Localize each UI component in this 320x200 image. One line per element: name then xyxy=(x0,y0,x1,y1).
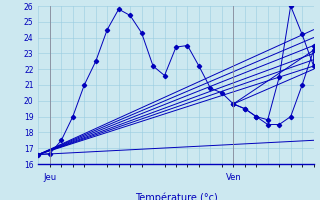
Text: Jeu: Jeu xyxy=(43,173,56,182)
Text: Ven: Ven xyxy=(226,173,241,182)
Text: Température (°c): Température (°c) xyxy=(135,192,217,200)
